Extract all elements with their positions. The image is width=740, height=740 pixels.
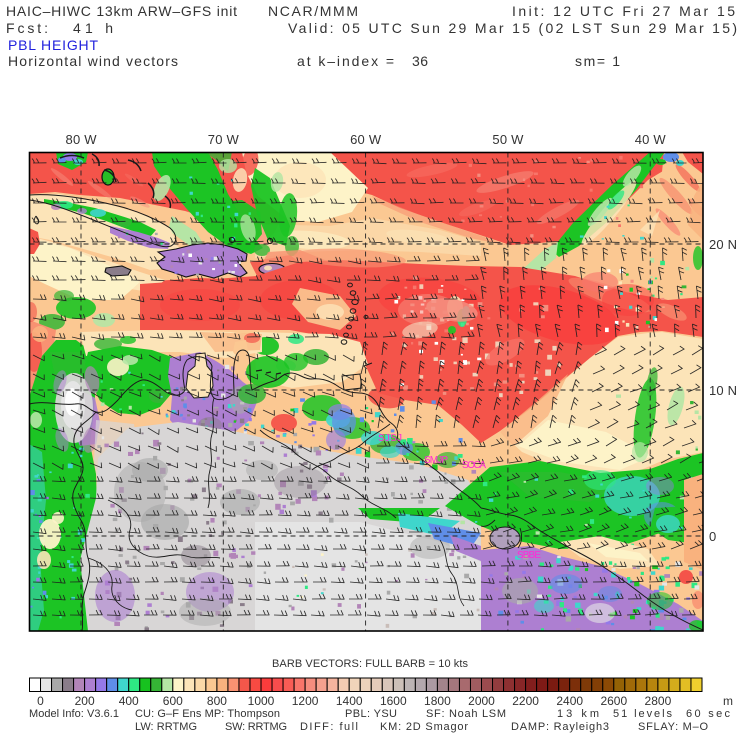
svg-text:36: 36 bbox=[412, 53, 428, 69]
svg-text:1600: 1600 bbox=[380, 694, 407, 708]
svg-text:2400: 2400 bbox=[556, 694, 583, 708]
svg-text:60 W: 60 W bbox=[350, 132, 382, 147]
svg-text:800: 800 bbox=[207, 694, 227, 708]
svg-text:Model Info: V3.6.1: Model Info: V3.6.1 bbox=[29, 708, 119, 720]
svg-text:Fcst:: Fcst: bbox=[6, 20, 48, 36]
svg-text:10 N: 10 N bbox=[709, 383, 737, 398]
svg-text:Init: 12 UTC Fri 27 Mar 15: Init: 12 UTC Fri 27 Mar 15 bbox=[512, 3, 735, 19]
svg-text:41 h: 41 h bbox=[73, 20, 113, 36]
svg-text:SW: RRTMG: SW: RRTMG bbox=[225, 721, 287, 733]
svg-text:PBL: YSU: PBL: YSU bbox=[345, 708, 397, 720]
svg-text:Valid: 05 UTC Sun 29 Mar 15 (0: Valid: 05 UTC Sun 29 Mar 15 (02 LST Sun … bbox=[288, 20, 737, 36]
svg-text:HAIC–HIWC 13km ARW–GFS init: HAIC–HIWC 13km ARW–GFS init bbox=[6, 3, 237, 19]
svg-text:CU: G–F Ens MP: Thompson: CU: G–F Ens MP: Thompson bbox=[135, 708, 280, 720]
svg-text:SFLAY: M–O: SFLAY: M–O bbox=[638, 721, 708, 733]
svg-text:2000: 2000 bbox=[468, 694, 495, 708]
svg-text:2800: 2800 bbox=[645, 694, 672, 708]
svg-text:51 levels: 51 levels bbox=[613, 708, 673, 720]
svg-text:1800: 1800 bbox=[424, 694, 451, 708]
svg-text:400: 400 bbox=[119, 694, 139, 708]
svg-text:BARB VECTORS: FULL BARB = 10: BARB VECTORS: FULL BARB = 10 kts bbox=[272, 658, 469, 670]
svg-text:at k–index =: at k–index = bbox=[297, 53, 394, 69]
svg-text:2200: 2200 bbox=[512, 694, 539, 708]
svg-text:PBL HEIGHT: PBL HEIGHT bbox=[8, 37, 98, 53]
svg-text:40 W: 40 W bbox=[635, 132, 667, 147]
svg-text:200: 200 bbox=[75, 694, 95, 708]
svg-text:sm= 1: sm= 1 bbox=[575, 53, 620, 69]
svg-text:Horizontal wind vectors: Horizontal wind vectors bbox=[8, 53, 178, 69]
svg-text:0: 0 bbox=[709, 529, 716, 544]
svg-text:1000: 1000 bbox=[248, 694, 275, 708]
svg-text:SF: Noah LSM: SF: Noah LSM bbox=[426, 708, 506, 720]
svg-text:DIFF: full: DIFF: full bbox=[300, 721, 358, 733]
svg-text:13 km: 13 km bbox=[557, 708, 599, 720]
svg-text:2600: 2600 bbox=[600, 694, 627, 708]
svg-text:70 W: 70 W bbox=[208, 132, 240, 147]
svg-text:50 W: 50 W bbox=[492, 132, 524, 147]
svg-text:0: 0 bbox=[37, 694, 44, 708]
svg-text:60 sec: 60 sec bbox=[686, 708, 731, 720]
svg-text:1200: 1200 bbox=[292, 694, 319, 708]
svg-text:SBBE: SBBE bbox=[517, 550, 541, 561]
svg-text:SMJP: SMJP bbox=[424, 455, 448, 466]
svg-text:SOCA: SOCA bbox=[462, 460, 486, 471]
svg-text:DAMP: Rayleigh3: DAMP: Rayleigh3 bbox=[511, 721, 609, 733]
svg-text:600: 600 bbox=[163, 694, 183, 708]
svg-text:SJSJ: SJSJ bbox=[378, 433, 402, 444]
svg-text:1400: 1400 bbox=[336, 694, 363, 708]
svg-text:80 W: 80 W bbox=[66, 132, 98, 147]
svg-text:LW: RRTMG: LW: RRTMG bbox=[135, 721, 197, 733]
svg-text:20 N: 20 N bbox=[709, 237, 737, 252]
svg-text:NCAR/MMM: NCAR/MMM bbox=[268, 3, 358, 19]
svg-text:m: m bbox=[723, 694, 733, 708]
svg-text:KM: 2D Smagor: KM: 2D Smagor bbox=[380, 721, 468, 733]
